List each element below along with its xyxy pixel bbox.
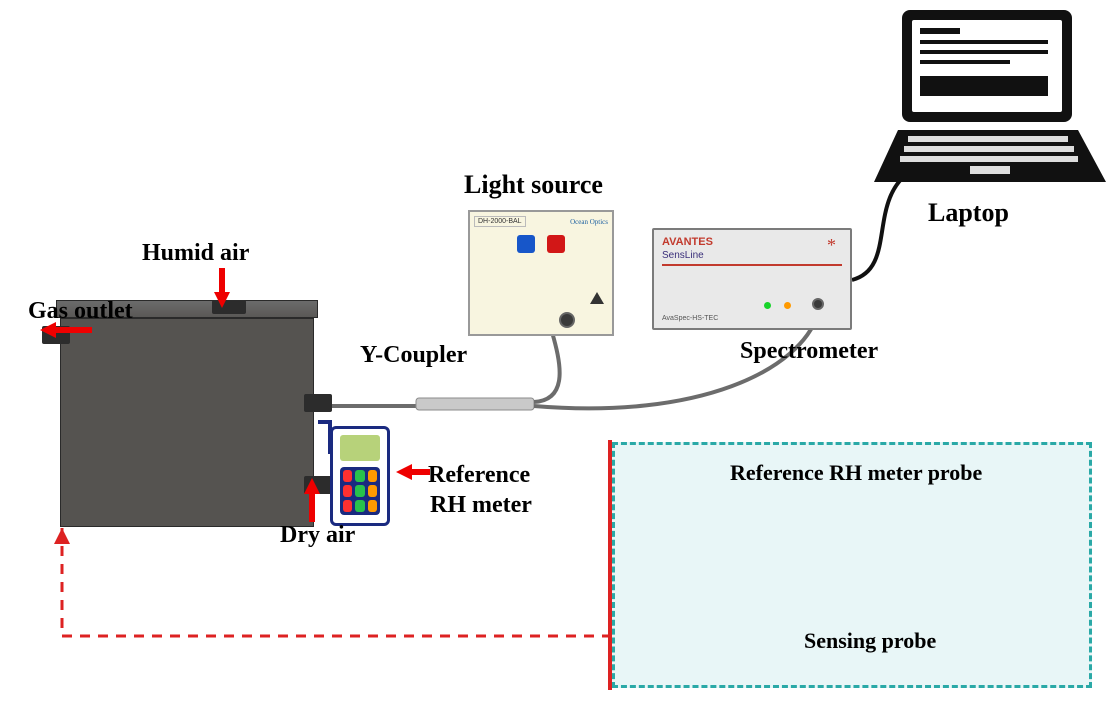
spectrometer-brand: AVANTES	[662, 236, 713, 248]
label-light-source: Light source	[464, 170, 603, 200]
arrow-rh-pointer	[396, 464, 430, 480]
rh-key	[355, 485, 364, 497]
label-gas-outlet: Gas outlet	[28, 298, 133, 325]
hazard-icon	[590, 292, 604, 304]
spectrometer-box: AVANTES SensLine * AvaSpec-HS-TEC	[652, 228, 852, 330]
deuterium-switch	[517, 235, 535, 253]
led-amber	[784, 302, 791, 309]
label-y-coupler: Y-Coupler	[360, 342, 467, 369]
halogen-switch	[547, 235, 565, 253]
rh-meter-keypad	[340, 467, 380, 515]
gas-chamber	[56, 300, 318, 527]
brand-rule	[662, 264, 842, 266]
label-dry-air: Dry air	[280, 522, 355, 549]
rh-key	[343, 485, 352, 497]
rh-key	[343, 470, 352, 482]
chamber-body	[60, 318, 314, 527]
light-source-box: DH-2000-BAL Ocean Optics	[468, 210, 614, 336]
label-reference: Reference	[428, 462, 530, 489]
port-fiber	[304, 394, 332, 412]
rh-meter-display	[340, 435, 380, 461]
spectrometer-series: SensLine	[662, 250, 704, 261]
spectrometer-model: AvaSpec-HS-TEC	[662, 315, 718, 322]
label-laptop: Laptop	[928, 198, 1009, 228]
rh-key	[368, 470, 377, 482]
label-inset-ref: Reference RH meter probe	[730, 460, 982, 486]
label-spectrometer: Spectrometer	[740, 338, 878, 365]
rh-key	[368, 485, 377, 497]
arrow-dry-air	[304, 478, 320, 522]
label-rh-meter: RH meter	[430, 492, 532, 519]
light-source-switches	[517, 235, 565, 253]
diagram-stage: DH-2000-BAL Ocean Optics AVANTES SensLin…	[0, 0, 1120, 720]
rh-key	[368, 500, 377, 512]
label-humid-air: Humid air	[142, 240, 249, 267]
arrow-humid-air	[214, 268, 230, 308]
laptop	[870, 6, 1110, 196]
rh-key	[355, 500, 364, 512]
rh-key	[355, 470, 364, 482]
label-inset-sense: Sensing probe	[804, 628, 936, 654]
light-output-port	[559, 312, 575, 328]
spectrometer-input-port	[812, 298, 824, 310]
reference-rh-meter	[330, 426, 390, 526]
light-source-brand: Ocean Optics	[570, 218, 608, 226]
led-green	[764, 302, 771, 309]
star-icon: *	[827, 236, 836, 254]
light-source-model: DH-2000-BAL	[474, 216, 526, 227]
rh-key	[343, 500, 352, 512]
